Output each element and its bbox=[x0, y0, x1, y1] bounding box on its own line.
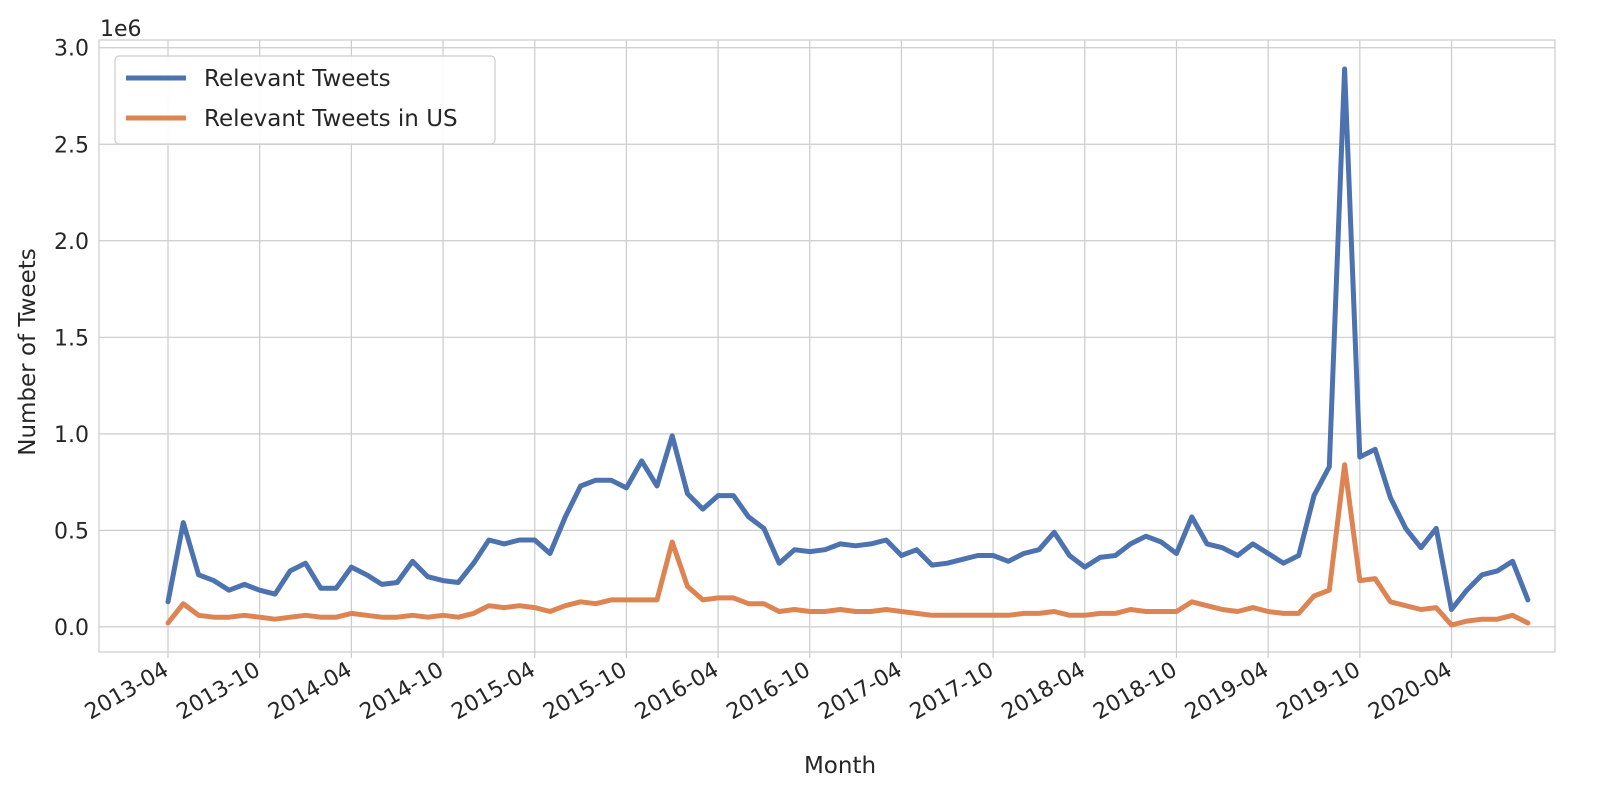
y-tick-label: 1.5 bbox=[54, 326, 89, 351]
y-tick-label: 0.5 bbox=[54, 519, 89, 544]
legend-label-relevant-tweets-in-us: Relevant Tweets in US bbox=[204, 106, 458, 132]
legend-label-relevant-tweets: Relevant Tweets bbox=[204, 66, 391, 92]
series-layer bbox=[165, 66, 1531, 628]
y-axis-title: Number of Tweets bbox=[15, 248, 41, 456]
y-tick-label: 2.5 bbox=[54, 133, 89, 158]
legend-box bbox=[114, 55, 496, 145]
series-line-relevant-tweets-in-us bbox=[165, 462, 1531, 628]
y-tick-label: 0.0 bbox=[54, 616, 89, 641]
y-tick-label: 2.0 bbox=[54, 230, 89, 255]
legend: Relevant Tweets Relevant Tweets in US bbox=[114, 55, 496, 145]
y-tick-label: 1.0 bbox=[54, 423, 89, 448]
y-offset-label: 1e6 bbox=[100, 17, 142, 42]
y-tick-label: 3.0 bbox=[54, 37, 89, 62]
x-axis-title: Month bbox=[804, 753, 876, 779]
plot-frame bbox=[98, 39, 1556, 653]
y-axis-ticks: 0.0 0.5 1.0 1.5 2.0 2.5 3.0 bbox=[54, 37, 89, 641]
series-line-relevant-tweets bbox=[165, 66, 1531, 612]
